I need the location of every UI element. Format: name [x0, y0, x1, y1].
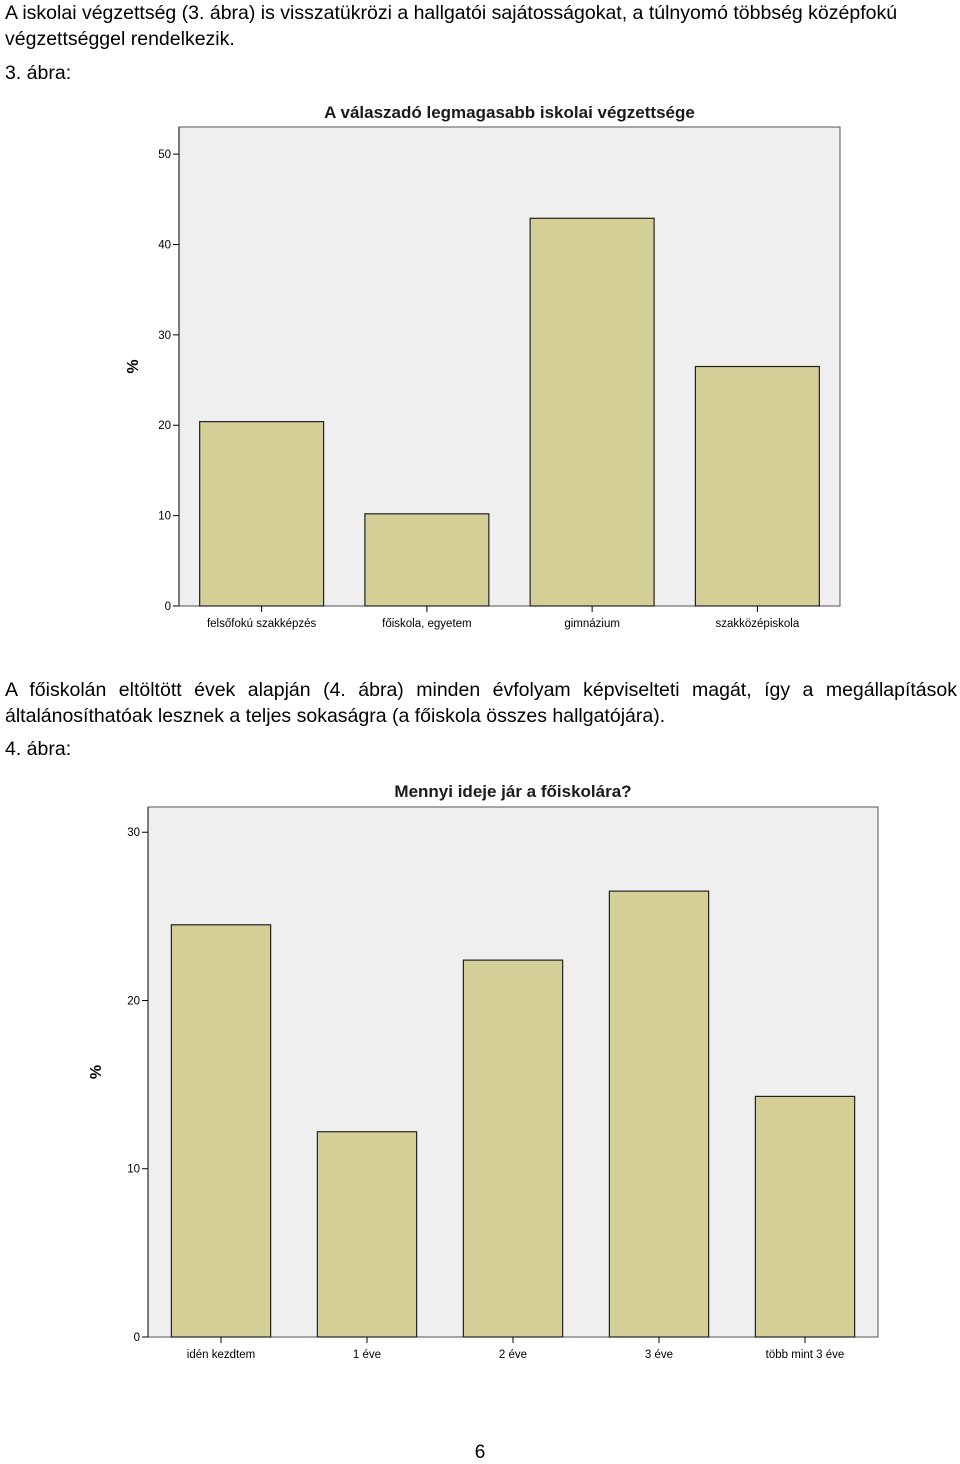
y-tick-label: 30: [127, 827, 140, 839]
y-tick-label: 10: [158, 511, 171, 523]
page-number: 6: [474, 1442, 486, 1463]
y-tick-label: 20: [158, 420, 171, 432]
y-tick-label: 40: [158, 239, 171, 251]
x-category-label: idén kezdtem: [187, 1349, 255, 1361]
y-axis-label: %: [88, 1065, 105, 1079]
x-category-label: szakközépiskola: [716, 618, 800, 630]
x-category-label: 2 éve: [499, 1349, 527, 1361]
bar: [364, 513, 490, 607]
bar: [608, 890, 710, 1338]
y-tick-label: 50: [158, 149, 171, 161]
x-category-label: főiskola, egyetem: [382, 618, 472, 630]
years-at-college-bar-chart: Mennyi ideje jár a főiskolára? 0 10 20 30% id…: [88, 782, 879, 1361]
chart-title: Mennyi ideje jár a főiskolára?: [394, 782, 631, 801]
chart-title: A válaszadó legmagasabb iskolai végzetts…: [324, 103, 695, 122]
x-category-label: 3 éve: [645, 1349, 673, 1361]
intro-paragraph: A iskolai végzettség (3. ábra) is vissza…: [5, 2, 898, 50]
x-category-label: gimnázium: [564, 618, 620, 630]
years-paragraph: A főiskolán eltöltött évek alapján (4. á…: [5, 679, 957, 727]
bar: [694, 365, 820, 607]
y-axis-label: %: [125, 359, 142, 373]
education-level-bar-chart: A válaszadó legmagasabb iskolai végzetts…: [125, 103, 841, 630]
bar: [462, 959, 564, 1338]
y-tick-label: 30: [158, 330, 171, 342]
figure-4-caption: 4. ábra:: [5, 738, 72, 760]
y-tick-label: 10: [127, 1164, 140, 1176]
bar: [754, 1095, 856, 1338]
y-tick-label: 0: [165, 601, 171, 613]
y-tick-label: 0: [134, 1332, 140, 1344]
x-category-label: 1 éve: [353, 1349, 381, 1361]
y-tick-label: 20: [127, 995, 140, 1007]
x-category-label: több mint 3 éve: [766, 1349, 845, 1361]
x-category-label: felsőfokú szakképzés: [207, 618, 317, 630]
bar: [170, 924, 272, 1338]
bar: [529, 217, 655, 607]
bar: [316, 1131, 418, 1338]
bar: [199, 421, 325, 607]
figure-3-caption: 3. ábra:: [5, 62, 72, 84]
